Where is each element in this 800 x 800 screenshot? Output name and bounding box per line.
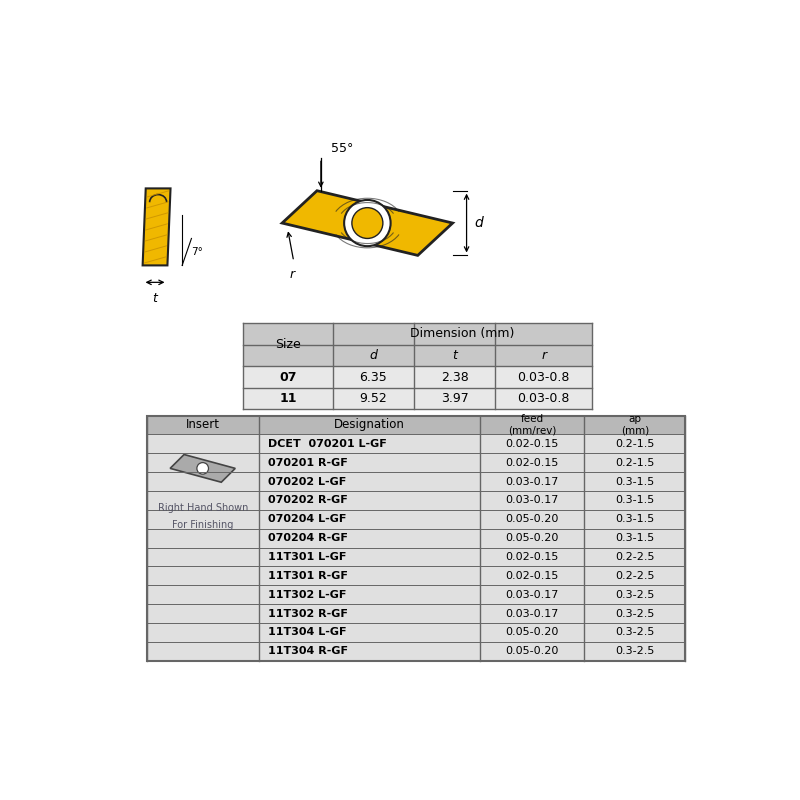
Circle shape <box>352 208 383 238</box>
Bar <box>243 323 333 366</box>
Text: 11T304 L-GF: 11T304 L-GF <box>268 627 346 638</box>
Text: DCET  070201 L-GF: DCET 070201 L-GF <box>268 439 387 449</box>
Text: 0.3-1.5: 0.3-1.5 <box>615 495 654 506</box>
Text: For Finishing: For Finishing <box>172 520 234 530</box>
Text: 07: 07 <box>279 370 297 383</box>
Text: ap
(mm): ap (mm) <box>621 414 649 436</box>
Text: 070204 L-GF: 070204 L-GF <box>268 514 346 524</box>
Bar <box>243 345 592 366</box>
Text: 0.03-0.17: 0.03-0.17 <box>506 609 558 618</box>
Text: 070204 R-GF: 070204 R-GF <box>268 533 348 543</box>
Text: 0.03-0.8: 0.03-0.8 <box>518 392 570 405</box>
Text: 11: 11 <box>279 392 297 405</box>
Text: r: r <box>290 268 294 281</box>
Text: 0.3-2.5: 0.3-2.5 <box>615 646 654 656</box>
Text: 2.38: 2.38 <box>441 370 469 383</box>
Text: 0.03-0.17: 0.03-0.17 <box>506 495 558 506</box>
Text: 0.05-0.20: 0.05-0.20 <box>506 627 558 638</box>
Text: Right Hand Shown: Right Hand Shown <box>158 503 248 513</box>
Text: 9.52: 9.52 <box>359 392 387 405</box>
Text: 0.2-2.5: 0.2-2.5 <box>615 571 654 581</box>
Text: d: d <box>370 349 377 362</box>
Text: 0.3-2.5: 0.3-2.5 <box>615 609 654 618</box>
Text: 0.3-1.5: 0.3-1.5 <box>615 477 654 486</box>
Text: 0.3-2.5: 0.3-2.5 <box>615 627 654 638</box>
Polygon shape <box>170 454 235 482</box>
Bar <box>243 388 592 410</box>
Text: 0.05-0.20: 0.05-0.20 <box>506 533 558 543</box>
Text: 3.97: 3.97 <box>441 392 469 405</box>
Text: 0.03-0.8: 0.03-0.8 <box>518 370 570 383</box>
Text: 0.02-0.15: 0.02-0.15 <box>506 458 558 468</box>
Text: 0.3-1.5: 0.3-1.5 <box>615 514 654 524</box>
Text: feed
(mm/rev): feed (mm/rev) <box>508 414 556 436</box>
Text: 0.05-0.20: 0.05-0.20 <box>506 514 558 524</box>
Bar <box>146 415 685 661</box>
Text: 55°: 55° <box>331 142 354 155</box>
Text: d: d <box>474 216 483 230</box>
Text: 7°: 7° <box>191 246 203 257</box>
Text: 0.05-0.20: 0.05-0.20 <box>506 646 558 656</box>
Polygon shape <box>142 188 170 266</box>
Circle shape <box>197 462 209 474</box>
Text: 0.02-0.15: 0.02-0.15 <box>506 439 558 449</box>
Text: 11T304 R-GF: 11T304 R-GF <box>268 646 348 656</box>
Polygon shape <box>282 190 453 255</box>
Text: 0.3-1.5: 0.3-1.5 <box>615 533 654 543</box>
Text: 070202 R-GF: 070202 R-GF <box>268 495 348 506</box>
Bar <box>146 415 685 661</box>
Text: Size: Size <box>275 338 301 351</box>
Text: 0.02-0.15: 0.02-0.15 <box>506 571 558 581</box>
Text: Insert: Insert <box>186 418 220 431</box>
Text: 0.2-2.5: 0.2-2.5 <box>615 552 654 562</box>
Text: Designation: Designation <box>334 418 405 431</box>
Text: 0.3-2.5: 0.3-2.5 <box>615 590 654 600</box>
Text: 070202 L-GF: 070202 L-GF <box>268 477 346 486</box>
Text: 0.02-0.15: 0.02-0.15 <box>506 552 558 562</box>
Text: t: t <box>452 349 457 362</box>
Text: r: r <box>541 349 546 362</box>
Text: 11T302 R-GF: 11T302 R-GF <box>268 609 348 618</box>
Text: 070201 R-GF: 070201 R-GF <box>268 458 348 468</box>
Text: 0.2-1.5: 0.2-1.5 <box>615 439 654 449</box>
Text: 11T301 R-GF: 11T301 R-GF <box>268 571 348 581</box>
Circle shape <box>344 200 390 246</box>
Text: 6.35: 6.35 <box>359 370 387 383</box>
Bar <box>243 323 592 345</box>
Bar <box>243 366 592 388</box>
Bar <box>146 415 685 434</box>
Text: 0.2-1.5: 0.2-1.5 <box>615 458 654 468</box>
Text: 0.03-0.17: 0.03-0.17 <box>506 477 558 486</box>
Bar <box>333 323 592 345</box>
Text: 0.03-0.17: 0.03-0.17 <box>506 590 558 600</box>
Text: t: t <box>153 291 158 305</box>
Text: Dimension (mm): Dimension (mm) <box>410 327 514 341</box>
Text: 11T301 L-GF: 11T301 L-GF <box>268 552 346 562</box>
Text: 11T302 L-GF: 11T302 L-GF <box>268 590 346 600</box>
